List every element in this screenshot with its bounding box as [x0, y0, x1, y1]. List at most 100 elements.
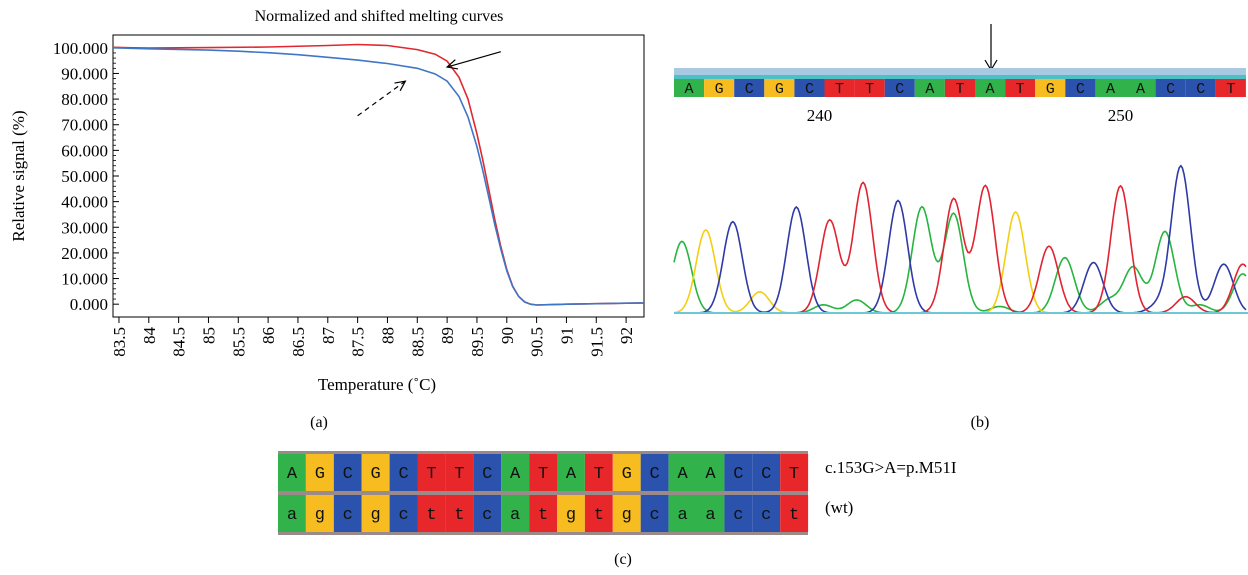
x-tick-label: 87: [319, 327, 338, 345]
base-cell: [975, 79, 1006, 97]
base-letter: T: [789, 465, 799, 484]
base-letter: a: [510, 506, 520, 525]
y-tick-label: 100.000: [53, 39, 108, 58]
x-tick-label: 84.5: [170, 327, 189, 357]
base-letter: T: [1016, 81, 1025, 98]
base-cell: [305, 454, 334, 491]
dashed-arrow: [357, 80, 407, 117]
base-letter: C: [895, 81, 904, 98]
base-cell: [794, 79, 825, 97]
base-letter: t: [789, 506, 799, 525]
x-tick-label: 90.5: [528, 327, 547, 357]
base-letter: A: [677, 465, 688, 484]
base-letter: g: [371, 506, 381, 525]
base-letter: G: [1046, 81, 1055, 98]
base-letter: a: [705, 506, 715, 525]
base-letter: T: [594, 465, 604, 484]
plot-frame: [112, 34, 645, 318]
base-letter: T: [454, 465, 464, 484]
y-axis-label: Relative signal (%): [9, 110, 28, 241]
base-letter: A: [510, 465, 521, 484]
x-tick-label: 85.5: [229, 327, 248, 357]
x-tick-label: 90: [498, 327, 517, 344]
base-cell: [1155, 79, 1186, 97]
x-tick-label: 89: [438, 327, 457, 344]
x-tick-label: 92: [617, 327, 636, 344]
base-cell: [696, 454, 725, 491]
base-cell: [914, 79, 945, 97]
caption-c: (c): [614, 551, 632, 568]
chart-title: Normalized and shifted melting curves: [255, 8, 504, 25]
caption-b: (b): [970, 414, 990, 431]
position-label: 240: [807, 106, 833, 125]
x-tick-label: 87.5: [349, 327, 368, 357]
chromatogram-traces: [673, 164, 1247, 314]
base-cell: [473, 495, 502, 532]
base-cell: [780, 495, 809, 532]
base-cell: [612, 454, 641, 491]
base-letter: a: [287, 506, 297, 525]
base-letter: A: [925, 81, 934, 98]
base-letter: C: [1196, 81, 1205, 98]
x-tick-label: 85: [199, 327, 218, 344]
base-cell: [1125, 79, 1156, 97]
base-cell: [724, 454, 753, 491]
y-axis: 0.000 10.000 20.000 30.000 40.000 50.000 60.00…: [53, 39, 119, 314]
y-tick-label: 80.000: [61, 90, 108, 109]
y-tick-label: 0.000: [70, 295, 108, 314]
base-cell: [1185, 79, 1216, 97]
base-letter: c: [761, 506, 771, 525]
base-letter: A: [1136, 81, 1145, 98]
base-cell: [884, 79, 915, 97]
base-cell: [278, 495, 306, 532]
melting-curve-1: [112, 43, 645, 306]
base-cell: [445, 495, 474, 532]
x-tick-label: 86: [259, 327, 278, 344]
caption-a: (a): [310, 414, 328, 431]
base-letter: T: [1226, 81, 1235, 98]
base-letter: G: [315, 465, 325, 484]
base-letter: C: [1166, 81, 1175, 98]
base-cell: [640, 495, 669, 532]
base-cell: [734, 79, 765, 97]
y-tick-label: 40.000: [61, 193, 108, 212]
melting-curve-2: [112, 47, 645, 306]
base-letter: G: [371, 465, 381, 484]
base-cell: [417, 454, 446, 491]
base-cell: [278, 454, 306, 491]
base-cell: [696, 495, 725, 532]
base-letter: T: [835, 81, 844, 98]
curve-arrows: [357, 51, 501, 117]
wild-type-label: (wt): [825, 498, 854, 517]
base-letter: C: [650, 465, 660, 484]
base-cell: [752, 454, 781, 491]
y-tick-label: 70.000: [61, 116, 108, 135]
x-tick-label: 91: [557, 327, 576, 344]
base-letter: A: [705, 465, 716, 484]
base-letter: t: [454, 506, 464, 525]
base-cell: [854, 79, 885, 97]
y-tick-label: 60.000: [61, 141, 108, 160]
sequence-bar-band: [674, 75, 1246, 79]
base-letter: A: [287, 465, 298, 484]
base-letter: C: [745, 81, 754, 98]
x-tick-label: 83.5: [110, 327, 129, 357]
y-tick-label: 50.000: [61, 167, 108, 186]
chromatogram-panel: A G C G C T T C A T A T G C A A C C T 240 250: [673, 24, 1248, 314]
base-letter: T: [865, 81, 874, 98]
x-axis: 83.5 84 84.5 85 85.5 86 86.5 87 87.5 88 88.5 89 89.5…: [110, 317, 636, 357]
base-letter: A: [685, 81, 694, 98]
base-letter: A: [986, 81, 995, 98]
base-cell: [389, 495, 418, 532]
y-tick-label: 10.000: [61, 270, 108, 289]
base-letter: c: [733, 506, 743, 525]
base-cell: [417, 495, 446, 532]
base-cell: [473, 454, 502, 491]
base-cell: [389, 454, 418, 491]
solid-arrow: [445, 51, 501, 70]
trace-T: [674, 181, 1247, 314]
base-letter: A: [1106, 81, 1115, 98]
